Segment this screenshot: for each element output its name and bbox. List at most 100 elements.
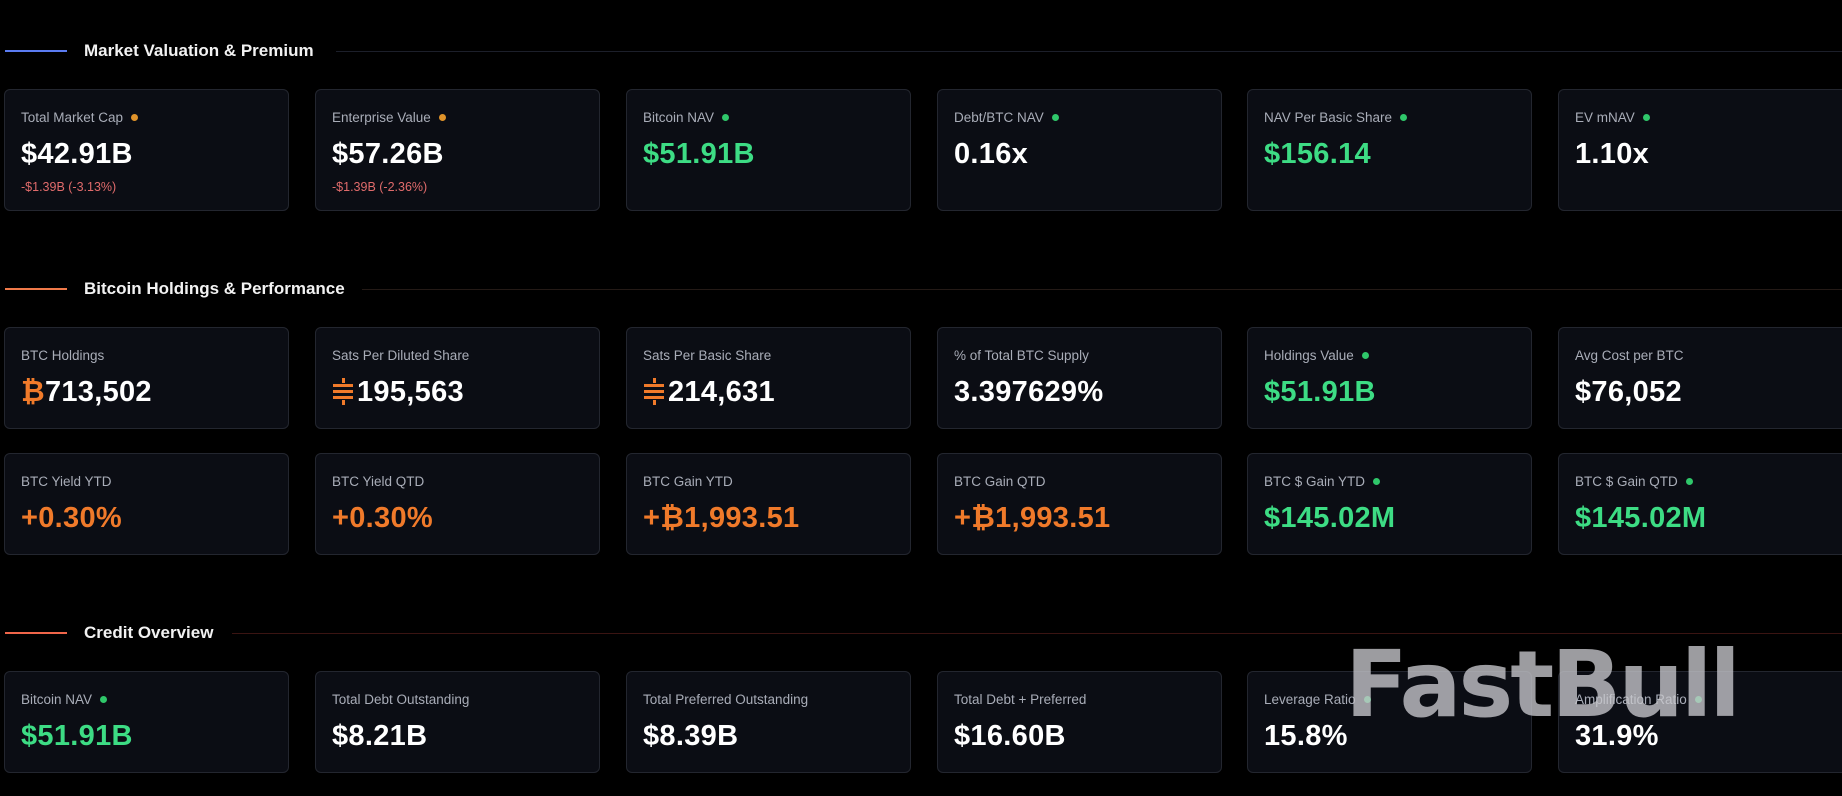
metric-value-text: $16.60B [954,720,1066,752]
metric-card-btc-yield-qtd: BTC Yield QTD +0.30% [315,453,600,555]
section-header-market-valuation: Market Valuation & Premium [0,41,1842,61]
metric-value: $51.91B [1264,376,1376,409]
metric-card-btc-gain-qtd: BTC $ Gain QTD $145.02M [1558,453,1842,555]
metric-label: BTC $ Gain QTD [1575,474,1693,489]
metric-label: Total Debt + Preferred [954,692,1086,707]
status-dot-icon [1363,696,1371,703]
metric-value: $8.39B [643,720,738,753]
metric-card-avg-cost-per-btc: Avg Cost per BTC $76,052 [1558,327,1842,429]
section-header-bitcoin-holdings: Bitcoin Holdings & Performance [0,279,1842,299]
metric-label: Sats Per Basic Share [643,348,771,363]
metric-label: Debt/BTC NAV [954,110,1059,125]
metric-label-text: Holdings Value [1264,348,1354,363]
metric-label-text: Total Preferred Outstanding [643,692,809,707]
metric-label-text: Avg Cost per BTC [1575,348,1684,363]
metric-card-of-total-btc-supply: % of Total BTC Supply 3.397629% [937,327,1222,429]
metric-card-total-debt-preferred: Total Debt + Preferred $16.60B [937,671,1222,773]
metric-card-sats-per-basic-share: Sats Per Basic Share 214,631 [626,327,911,429]
metric-label: Total Market Cap [21,110,139,125]
metric-card-btc-holdings: BTC Holdings ₿713,502 [4,327,289,429]
metric-value: +0.30% [21,502,122,535]
metric-label: BTC Gain QTD [954,474,1046,489]
metric-label: BTC Yield QTD [332,474,424,489]
metric-value: $42.91B [21,138,133,171]
metric-value: +₿1,993.51 [954,502,1110,535]
metric-value-text: +0.30% [21,502,122,534]
metric-value-text: $145.02M [1264,502,1396,534]
metric-label-text: % of Total BTC Supply [954,348,1089,363]
metric-card-total-market-cap: Total Market Cap $42.91B -$1.39B (-3.13%) [4,89,289,211]
metric-value-text: 31.9% [1575,720,1659,752]
metric-card-btc-gain-qtd: BTC Gain QTD +₿1,993.51 [937,453,1222,555]
metric-value: 1.10x [1575,138,1649,171]
metric-label: BTC Yield YTD [21,474,112,489]
metric-label-text: Total Debt + Preferred [954,692,1087,707]
section-divider [336,51,1842,52]
metric-value-text: 1.10x [1575,138,1650,170]
metric-card-total-preferred-outstanding: Total Preferred Outstanding $8.39B [626,671,911,773]
metric-value-text: 214,631 [668,376,775,408]
metric-card-btc-gain-ytd: BTC $ Gain YTD $145.02M [1247,453,1532,555]
status-dot-icon [1051,114,1059,121]
metric-label-text: BTC Gain YTD [643,474,733,489]
metric-value: $51.91B [643,138,755,171]
section-accent-line [5,50,67,52]
metric-label-text: BTC Yield YTD [21,474,112,489]
metric-value: $156.14 [1264,138,1371,171]
status-dot-icon [100,696,108,703]
status-dot-icon [1694,696,1702,703]
metric-label: Sats Per Diluted Share [332,348,469,363]
metric-label-text: Amplification Ratio [1575,692,1687,707]
metric-card-enterprise-value: Enterprise Value $57.26B -$1.39B (-2.36%) [315,89,600,211]
metric-card-debt-btc-nav: Debt/BTC NAV 0.16x [937,89,1222,211]
metric-label-text: Sats Per Basic Share [643,348,772,363]
metric-label-text: Debt/BTC NAV [954,110,1044,125]
metric-card-total-debt-outstanding: Total Debt Outstanding $8.21B [315,671,600,773]
metric-value-text: $42.91B [21,138,133,170]
metric-label-text: Bitcoin NAV [21,692,93,707]
metric-value: 195,563 [332,376,464,409]
metric-value-text: 0.16x [954,138,1029,170]
metric-label: BTC Holdings [21,348,104,363]
metric-value-text: $8.39B [643,720,739,752]
sats-icon [332,377,354,405]
metric-label-text: Total Market Cap [21,110,124,125]
metric-value: $57.26B [332,138,444,171]
metric-label-text: BTC $ Gain QTD [1575,474,1678,489]
metric-label: Total Preferred Outstanding [643,692,808,707]
metric-value-text: $51.91B [1264,376,1376,408]
metric-value: $76,052 [1575,376,1682,409]
metric-value: ₿713,502 [21,376,152,409]
metric-value-text: +₿1,993.51 [643,502,800,534]
metric-value-text: $76,052 [1575,376,1682,408]
metric-label-text: Bitcoin NAV [643,110,715,125]
metric-card-btc-yield-ytd: BTC Yield YTD +0.30% [4,453,289,555]
metric-value-text: 713,502 [44,376,152,408]
metric-value-text: $57.26B [332,138,444,170]
metric-change: -$1.39B (-3.13%) [21,180,117,194]
metric-label: BTC Gain YTD [643,474,733,489]
metric-card-ev-mnav: EV mNAV 1.10x [1558,89,1842,211]
metric-label-text: EV mNAV [1575,110,1635,125]
metric-value: +0.30% [332,502,433,535]
metric-label-text: BTC Gain QTD [954,474,1046,489]
status-dot-icon [131,114,139,121]
metric-value-text: $145.02M [1575,502,1707,534]
metric-value-text: 3.397629% [954,376,1104,408]
metric-value-text: +₿1,993.51 [954,502,1111,534]
metric-label: Avg Cost per BTC [1575,348,1684,363]
metric-change: -$1.39B (-2.36%) [332,180,428,194]
metric-label-text: BTC Holdings [21,348,105,363]
metric-label: EV mNAV [1575,110,1650,125]
metric-card-bitcoin-nav: Bitcoin NAV $51.91B [626,89,911,211]
metric-card-amplification-ratio: Amplification Ratio 31.9% [1558,671,1842,773]
metric-value: 15.8% [1264,720,1348,753]
metric-label: NAV Per Basic Share [1264,110,1408,125]
metric-value-text: $51.91B [21,720,133,752]
metric-value: 31.9% [1575,720,1659,753]
section-accent-line [5,632,67,634]
status-dot-icon [1400,114,1408,121]
metric-value: $16.60B [954,720,1066,753]
metric-label-text: BTC $ Gain YTD [1264,474,1366,489]
metric-label-text: BTC Yield QTD [332,474,425,489]
